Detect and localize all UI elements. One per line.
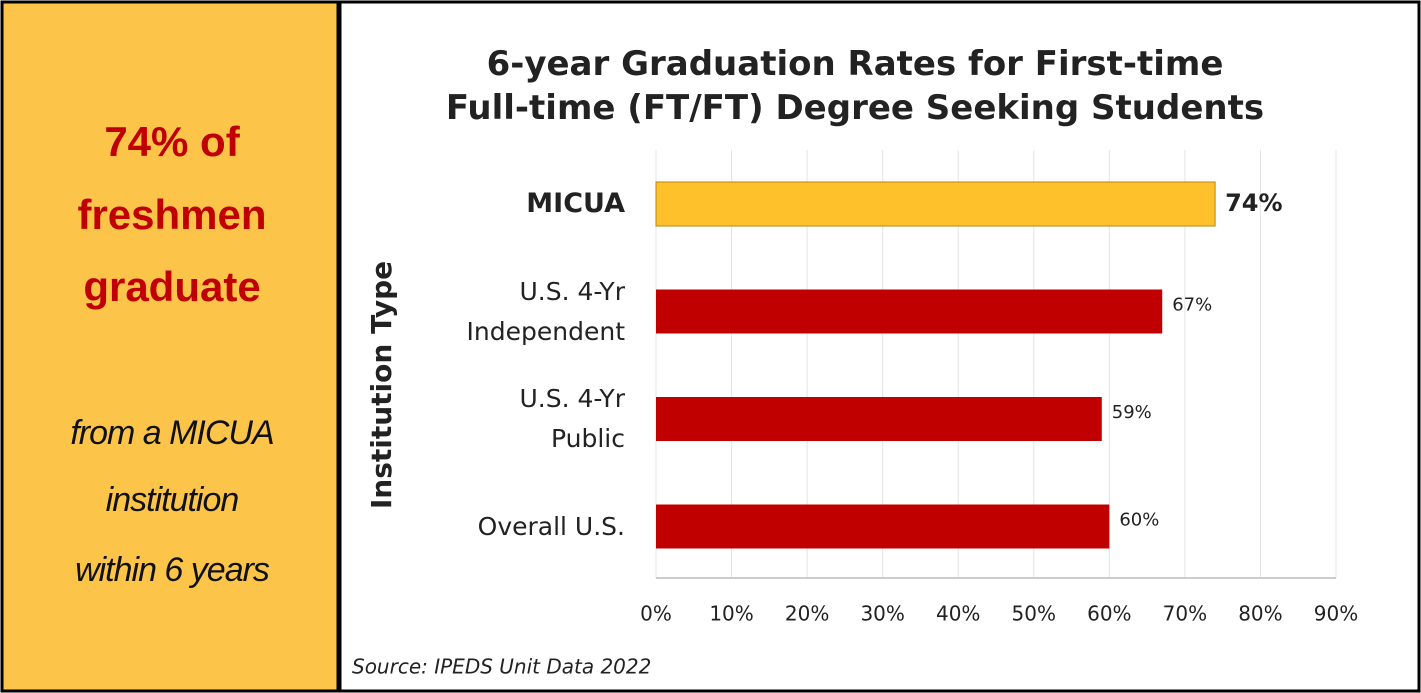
y-tick-label: U.S. 4-Yr Public bbox=[519, 384, 625, 453]
headline: freshmen bbox=[77, 191, 266, 238]
chart-title: 6-year Graduation Rates for First-time F… bbox=[445, 44, 1265, 128]
value-label: 60% bbox=[1119, 510, 1159, 531]
x-tick-label: 30% bbox=[860, 602, 904, 626]
source: Source: IPEDS Unit Data 2022 bbox=[352, 655, 651, 679]
subline: institution bbox=[106, 481, 239, 519]
x-tick-label: 0% bbox=[640, 602, 672, 626]
side-panel bbox=[0, 0, 340, 693]
bar bbox=[656, 397, 1102, 441]
chart-panel bbox=[338, 0, 1421, 693]
bar bbox=[656, 504, 1110, 549]
value-label: 74% bbox=[1225, 189, 1282, 217]
x-tick-label: 60% bbox=[1087, 602, 1131, 626]
y-tick-label: U.S. 4-Yr Independent bbox=[466, 276, 625, 346]
headline: 74% of bbox=[104, 118, 240, 165]
y-tick-label: Overall U.S. bbox=[477, 511, 625, 541]
subline: from a MICUA bbox=[70, 414, 273, 452]
x-tick-label: 10% bbox=[709, 602, 753, 626]
x-tick-label: 50% bbox=[1012, 602, 1056, 626]
x-tick-label: 80% bbox=[1238, 602, 1282, 626]
bar bbox=[655, 181, 1216, 227]
x-tick-label: 40% bbox=[936, 602, 980, 626]
value-label: 59% bbox=[1112, 402, 1152, 423]
headline: graduate bbox=[83, 263, 260, 310]
x-tick-label: 70% bbox=[1163, 602, 1207, 626]
value-label: 67% bbox=[1172, 295, 1212, 316]
y-axis-label: Institution Type bbox=[365, 261, 398, 509]
bar bbox=[656, 289, 1163, 334]
x-tick-label: 20% bbox=[785, 602, 829, 626]
y-tick-label: MICUA bbox=[526, 188, 625, 219]
subline: within 6 years bbox=[75, 551, 270, 589]
x-tick-label: 90% bbox=[1314, 602, 1358, 626]
